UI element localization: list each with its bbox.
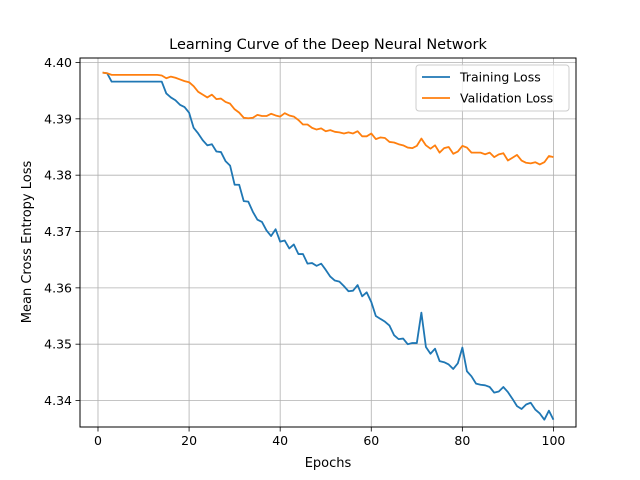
x-axis-label: Epochs bbox=[305, 456, 352, 471]
x-tick-label: 0 bbox=[94, 433, 102, 448]
y-tick-label: 4.36 bbox=[44, 280, 72, 295]
training-loss-legend-label: Training Loss bbox=[459, 70, 541, 85]
x-tick-label: 60 bbox=[363, 433, 379, 448]
x-tick-label: 80 bbox=[454, 433, 470, 448]
validation-loss-legend-label: Validation Loss bbox=[460, 91, 553, 106]
y-axis-label: Mean Cross Entropy Loss bbox=[20, 161, 35, 324]
y-tick-label: 4.34 bbox=[44, 393, 72, 408]
series-layer bbox=[102, 71, 555, 421]
legend: Training Loss Validation Loss bbox=[415, 64, 570, 112]
y-tick-label: 4.38 bbox=[44, 168, 72, 183]
x-tick-label: 40 bbox=[272, 433, 288, 448]
y-tick-label: 4.39 bbox=[44, 111, 72, 126]
validation-loss-line bbox=[102, 71, 554, 166]
chart-title: Learning Curve of the Deep Neural Networ… bbox=[169, 37, 487, 53]
y-axis-ticks: 4.34 4.35 4.36 4.37 4.38 4.39 4.40 bbox=[44, 55, 80, 408]
x-tick-label: 100 bbox=[542, 433, 566, 448]
x-tick-label: 20 bbox=[181, 433, 197, 448]
y-tick-label: 4.35 bbox=[44, 337, 72, 352]
y-tick-label: 4.37 bbox=[44, 224, 72, 239]
plot-frame bbox=[79, 57, 577, 428]
legend-box bbox=[415, 64, 570, 112]
training-loss-line bbox=[102, 71, 555, 421]
y-tick-label: 4.40 bbox=[44, 55, 72, 70]
x-axis-ticks: 0 20 40 60 80 100 bbox=[94, 427, 565, 448]
